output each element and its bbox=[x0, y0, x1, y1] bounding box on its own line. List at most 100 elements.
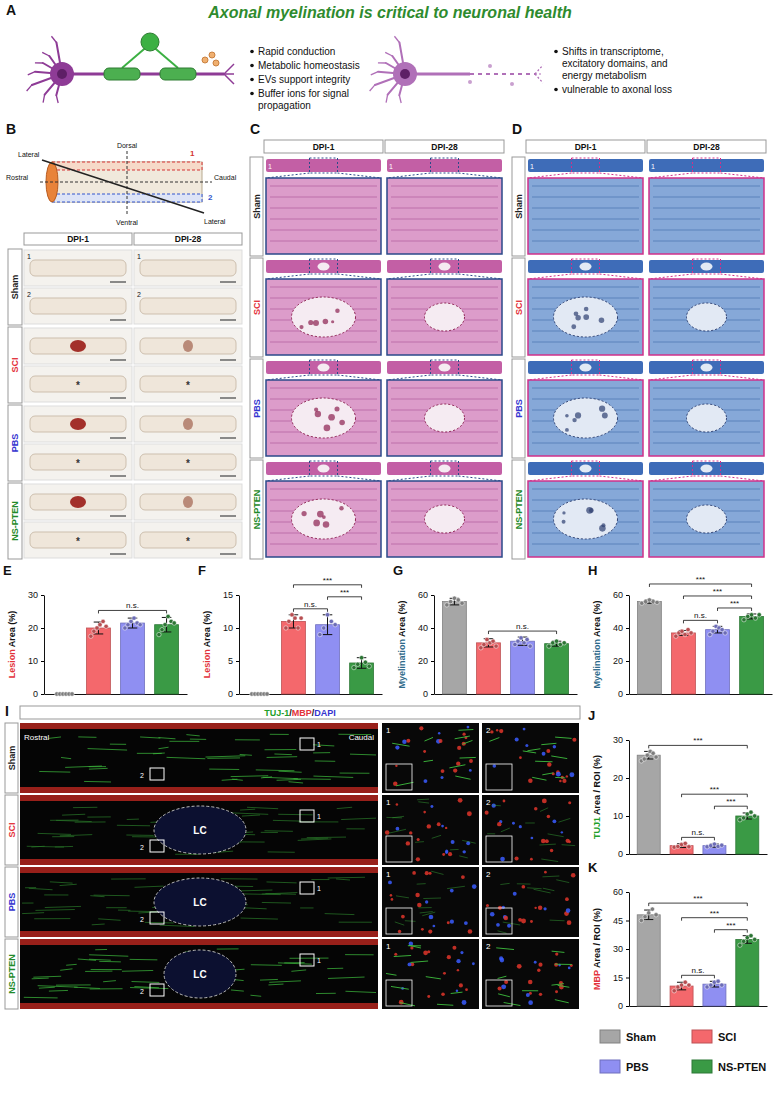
photo bbox=[24, 366, 132, 402]
bar bbox=[87, 628, 111, 694]
inset-marker bbox=[150, 912, 164, 924]
lesion-cavity bbox=[164, 950, 236, 998]
fiber-texture bbox=[391, 388, 498, 389]
dapi-nucleus bbox=[462, 850, 465, 853]
panel-a: AAxonal myelination is critical to neuro… bbox=[6, 2, 672, 111]
tuj1-fiber bbox=[207, 757, 240, 758]
myelin bbox=[104, 68, 140, 80]
inset-marker-label: 2 bbox=[140, 988, 144, 995]
bullet-text: Shifts in transcriptome,excitatory domai… bbox=[562, 46, 668, 81]
mbp-signal bbox=[441, 992, 445, 996]
significance-label: *** bbox=[323, 576, 332, 585]
tuj1-fiber bbox=[418, 907, 431, 908]
dapi-nucleus bbox=[472, 884, 477, 889]
y-tick: 0 bbox=[228, 689, 239, 699]
data-point bbox=[752, 814, 756, 818]
hemorrhage bbox=[301, 511, 306, 516]
inset-image bbox=[482, 939, 579, 1009]
row-label: PBS bbox=[252, 399, 262, 418]
direction-label: Ventral bbox=[116, 219, 138, 226]
direction-label: Rostral bbox=[6, 174, 29, 181]
fiber-texture bbox=[532, 544, 639, 545]
tuj1-fiber bbox=[394, 955, 411, 956]
cord-photo bbox=[30, 454, 126, 470]
tuj1-fiber bbox=[75, 821, 106, 822]
lesion-cavity bbox=[154, 806, 246, 854]
tuj1-fiber bbox=[525, 822, 535, 823]
row-label-box bbox=[5, 939, 18, 1009]
zoom-box-small bbox=[431, 360, 459, 375]
fiber-texture bbox=[532, 186, 639, 187]
strip-lesion bbox=[580, 263, 592, 271]
mbp-signal bbox=[391, 898, 394, 901]
significance-label: *** bbox=[693, 736, 702, 745]
zoom-image bbox=[387, 178, 502, 254]
tuj1-fiber bbox=[84, 781, 111, 783]
tuj1-fiber bbox=[169, 741, 199, 742]
tuj1-fiber bbox=[503, 922, 521, 925]
hemorrhage bbox=[565, 428, 569, 432]
dapi-nucleus bbox=[460, 951, 463, 954]
fiber-texture bbox=[653, 489, 760, 490]
y-tick: 0 bbox=[423, 689, 434, 699]
vesicle bbox=[202, 57, 208, 63]
mbp-band bbox=[20, 795, 378, 801]
significance-bracket bbox=[682, 837, 715, 840]
fluorescence-image bbox=[20, 939, 378, 1009]
section-strip bbox=[649, 361, 764, 374]
tuj1-fiber bbox=[451, 992, 463, 993]
data-point bbox=[741, 939, 745, 943]
data-point bbox=[104, 624, 108, 628]
panel-d: DDPI-1DPI-28Sham11SCIPBSNS-PTEN bbox=[512, 121, 766, 559]
dapi-nucleus bbox=[543, 907, 546, 910]
mbp-signal bbox=[497, 822, 501, 826]
tuj1-fiber bbox=[279, 771, 302, 772]
inset-marker bbox=[300, 738, 314, 750]
mbp-signal bbox=[499, 729, 503, 733]
data-point bbox=[651, 751, 655, 755]
debris bbox=[510, 82, 514, 86]
mbp-signal bbox=[423, 950, 428, 955]
mbp-signal bbox=[568, 801, 571, 804]
photo bbox=[134, 522, 242, 558]
y-tick: 10 bbox=[613, 811, 629, 821]
y-tick-label: 0 bbox=[618, 849, 623, 859]
significance-label: n.s. bbox=[692, 966, 705, 975]
tuj1-fiber bbox=[87, 816, 110, 817]
panel-label: A bbox=[6, 2, 16, 18]
y-tick-mark bbox=[431, 661, 434, 662]
tuj1-fiber bbox=[24, 997, 58, 999]
y-tick: 40 bbox=[418, 623, 434, 633]
fiber-texture bbox=[391, 342, 498, 343]
y-tick-label: 10 bbox=[28, 656, 38, 666]
tuj1-fiber bbox=[325, 914, 355, 915]
mbp-signal bbox=[443, 972, 446, 975]
y-tick-label: 20 bbox=[418, 656, 428, 666]
y-tick: 15 bbox=[223, 590, 239, 600]
y-axis-line bbox=[434, 596, 435, 695]
tuj1-fiber bbox=[217, 948, 239, 949]
tuj1-fiber bbox=[336, 879, 350, 880]
fiber-texture bbox=[653, 287, 760, 288]
fiber-texture bbox=[653, 298, 760, 299]
nucleus bbox=[57, 69, 67, 79]
panel-label: C bbox=[250, 121, 260, 137]
tuj1-fiber bbox=[459, 856, 468, 858]
dapi-nucleus bbox=[464, 921, 468, 925]
mbp-signal bbox=[530, 920, 533, 923]
scale-bar bbox=[220, 515, 236, 517]
mbp-signal bbox=[528, 980, 533, 985]
hemorrhage bbox=[572, 418, 576, 422]
tuj1-fiber bbox=[61, 757, 71, 758]
y-axis-title: TUJ1 Area / ROI (%) bbox=[592, 755, 602, 839]
section-strip bbox=[528, 159, 643, 172]
data-point bbox=[679, 983, 683, 987]
lesion-marker: * bbox=[76, 380, 80, 391]
axon-terminal bbox=[535, 65, 543, 74]
column-header-box bbox=[134, 233, 242, 245]
tuj1-fiber bbox=[127, 819, 139, 820]
significance-label: *** bbox=[726, 797, 735, 806]
tuj1-fiber bbox=[167, 757, 206, 758]
zoom-box-small bbox=[431, 158, 459, 173]
section-strip bbox=[387, 462, 502, 475]
